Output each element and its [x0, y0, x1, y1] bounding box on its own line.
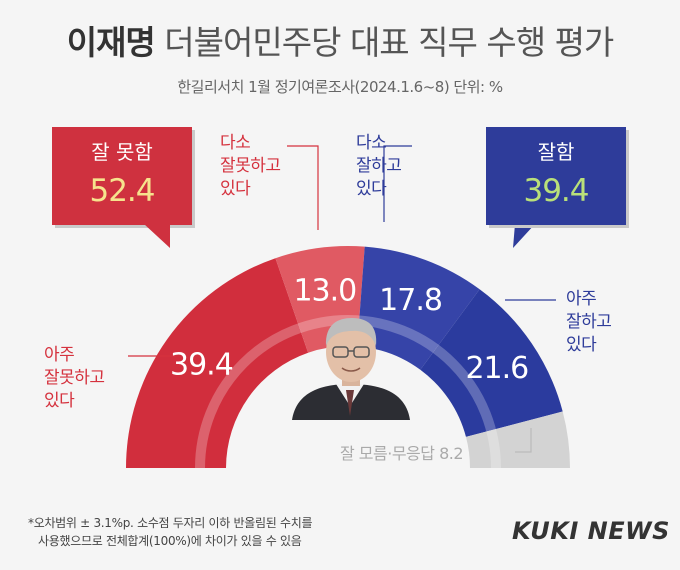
- label-very-good-line1: 아주: [566, 289, 597, 309]
- label-somewhat-good-line3: 있다: [356, 179, 387, 199]
- value-label-very-good: 21.6: [465, 351, 528, 386]
- label-somewhat-bad-line3: 있다: [220, 179, 251, 199]
- label-somewhat-good-line1: 다소: [356, 133, 387, 153]
- label-somewhat-good-line2: 잘하고: [356, 156, 402, 176]
- leader-lines: [128, 145, 556, 453]
- portrait-illustration: [292, 318, 410, 420]
- callout-negative: 잘 못함 52.4: [52, 127, 192, 225]
- label-somewhat-bad: 다소 잘못하고 있다: [220, 132, 281, 201]
- label-somewhat-bad-line2: 잘못하고: [220, 156, 281, 176]
- label-very-good: 아주 잘하고 있다: [566, 288, 612, 357]
- kuki-news-logo: KUKI NEWS: [512, 517, 670, 545]
- label-somewhat-good: 다소 잘하고 있다: [356, 132, 402, 201]
- donut-segment-very-bad: [126, 258, 309, 468]
- label-very-bad-line2: 잘못하고: [44, 368, 105, 388]
- donut-segment-somewhat-good: [357, 246, 480, 370]
- chart-subtitle: 한길리서치 1월 정기여론조사(2024.1.6~8) 단위: %: [177, 78, 503, 96]
- donut-segments: [126, 246, 570, 469]
- title-name: 이재명: [66, 23, 156, 62]
- footnote-line1: *오차범위 ± 3.1%p. 소수점 두자리 이하 반올림된 수치를: [28, 516, 313, 530]
- leader-dont-know: [515, 428, 532, 453]
- footnote: *오차범위 ± 3.1%p. 소수점 두자리 이하 반올림된 수치를 사용했으므…: [28, 514, 313, 550]
- segment-value-labels: 39.4 13.0 17.8 21.6: [170, 273, 529, 386]
- callout-negative-label: 잘 못함: [91, 140, 153, 164]
- callout-positive: 잘함 39.4: [486, 127, 626, 225]
- label-somewhat-bad-line1: 다소: [220, 133, 251, 153]
- value-label-somewhat-good: 17.8: [379, 283, 442, 318]
- leader-somewhat-bad: [287, 145, 319, 230]
- label-very-good-line2: 잘하고: [566, 312, 612, 332]
- callout-positive-value: 39.4: [523, 173, 589, 209]
- label-dont-know: 잘 모름·무응답 8.2: [340, 444, 464, 463]
- label-very-good-line3: 있다: [566, 335, 597, 355]
- donut-segment-very-good: [420, 289, 563, 437]
- label-very-bad: 아주 잘못하고 있다: [44, 344, 105, 413]
- leader-somewhat-good: [383, 145, 412, 222]
- label-very-bad-line3: 있다: [44, 391, 75, 411]
- label-very-bad-line1: 아주: [44, 345, 75, 365]
- value-label-somewhat-bad: 13.0: [293, 273, 356, 308]
- footnote-line2: 사용했으므로 전체합계(100%)에 차이가 있을 수 있음: [38, 534, 302, 548]
- callout-negative-value: 52.4: [89, 173, 155, 209]
- title-rest: 더불어민주당 대표 직무 수행 평가: [164, 23, 614, 62]
- callout-positive-label: 잘함: [537, 140, 575, 164]
- value-label-very-bad: 39.4: [170, 348, 233, 383]
- donut-segment-dont-know: [465, 411, 570, 468]
- chart-title: 이재명 더불어민주당 대표 직무 수행 평가: [0, 16, 680, 64]
